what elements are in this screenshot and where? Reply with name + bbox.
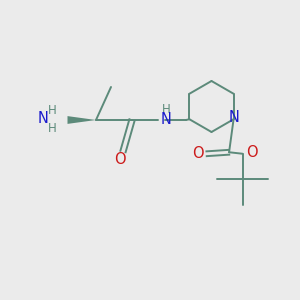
Text: N: N: [38, 111, 49, 126]
Text: O: O: [246, 145, 257, 160]
Text: H: H: [48, 122, 57, 136]
Text: N: N: [161, 112, 172, 128]
Text: H: H: [162, 103, 171, 116]
Text: O: O: [192, 146, 204, 161]
Text: N: N: [229, 110, 240, 125]
Polygon shape: [68, 116, 96, 124]
Text: H: H: [48, 104, 57, 118]
Text: O: O: [114, 152, 126, 167]
